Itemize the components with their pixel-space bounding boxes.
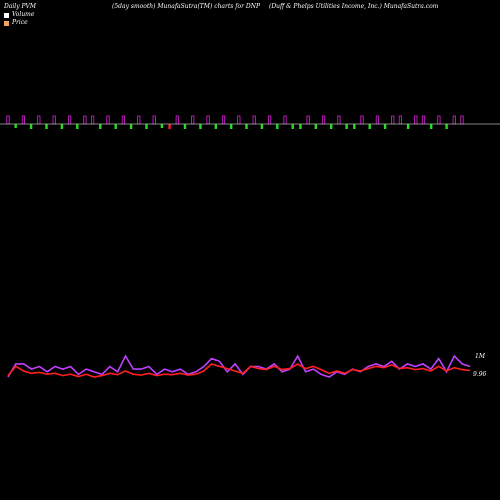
volume-bar <box>52 115 56 125</box>
volume-axis-label: 1M <box>475 353 486 360</box>
volume-bar <box>183 124 187 129</box>
volume-bar <box>6 115 10 125</box>
volume-bar <box>37 115 41 125</box>
legend-swatch-price <box>4 20 9 26</box>
volume-bar <box>60 124 64 129</box>
volume-bar <box>129 124 133 129</box>
volume-bar <box>276 124 279 129</box>
volume-bar <box>160 124 164 128</box>
volume-bar <box>191 115 195 125</box>
volume-bar <box>145 124 148 129</box>
volume-bar <box>299 124 302 129</box>
volume-bar <box>83 115 87 125</box>
volume-bar <box>237 115 241 125</box>
volume-bar <box>252 115 256 125</box>
volume-bar <box>230 124 233 129</box>
volume-bar <box>283 115 287 125</box>
legend-item-volume: Volume <box>4 11 34 19</box>
volume-bar <box>291 124 294 129</box>
volume-bar <box>414 115 418 125</box>
volume-bar <box>337 115 341 125</box>
volume-bar <box>99 124 102 129</box>
volume-bar <box>91 115 95 125</box>
volume-bar <box>21 115 26 125</box>
volume-bar <box>330 124 333 129</box>
volume-bar <box>375 115 380 125</box>
volume-bar <box>260 124 264 129</box>
volume-bar <box>368 124 371 129</box>
volume-bar <box>353 124 356 129</box>
volume-bar <box>421 115 426 125</box>
price-line <box>7 363 471 378</box>
volume-bar <box>114 124 117 129</box>
volume-bar <box>437 115 441 125</box>
volume-bar <box>152 115 156 125</box>
volume-bar <box>321 115 326 125</box>
legend-swatch-volume <box>4 12 9 18</box>
volume-bar <box>406 124 410 129</box>
volume-bar <box>76 124 79 129</box>
legend-label-volume: Volume <box>12 11 35 18</box>
volume-bar <box>391 115 395 125</box>
volume-bar <box>360 115 364 125</box>
chart-label: Daily PVM <box>4 3 37 10</box>
volume-bar <box>314 124 317 129</box>
legend: Volume Price <box>4 11 34 27</box>
volume-bar <box>430 124 433 129</box>
volume-bar <box>345 124 348 129</box>
volume-bar <box>267 115 272 125</box>
volume-bar <box>68 115 72 125</box>
chart-title: (5day smooth) MunafaSutra(TM) charts for… <box>112 3 260 10</box>
volume-bar <box>137 115 141 125</box>
volume-bar <box>383 124 387 129</box>
volume-bar <box>398 115 403 125</box>
legend-item-price: Price <box>4 19 34 27</box>
volume-bar <box>199 124 202 129</box>
volume-bar <box>175 115 179 125</box>
legend-label-price: Price <box>12 19 28 26</box>
volume-bar <box>445 124 448 129</box>
pvm-lines <box>7 354 471 378</box>
volume-bar <box>452 115 456 125</box>
volume-bar <box>245 124 248 129</box>
volume-bar <box>460 115 464 125</box>
volume-bar <box>121 115 125 125</box>
volume-bars <box>6 115 464 129</box>
volume-bar <box>29 124 33 129</box>
volume-bar <box>45 124 48 129</box>
volume-bar <box>106 115 110 125</box>
volume-bar <box>168 124 171 129</box>
volume-bar <box>214 124 217 129</box>
volume-bar <box>221 115 226 125</box>
volume-line <box>7 354 471 378</box>
price-axis-label: 9.96 <box>473 371 487 378</box>
company-name: (Duff & Phelps Utilities Income, Inc.) M… <box>269 3 439 10</box>
volume-bar <box>14 124 17 128</box>
volume-bar <box>306 115 310 125</box>
volume-bar <box>206 115 210 125</box>
